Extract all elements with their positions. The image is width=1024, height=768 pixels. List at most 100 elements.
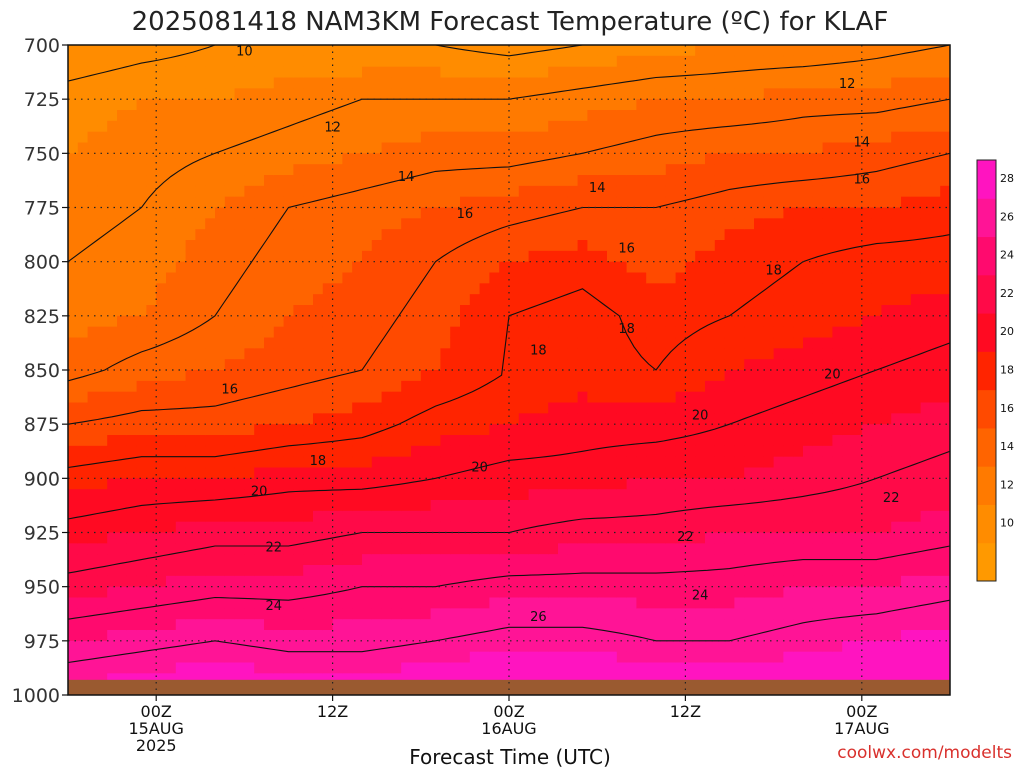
temperature-cell bbox=[195, 261, 206, 274]
temperature-cell bbox=[665, 575, 677, 588]
temperature-cell bbox=[763, 99, 775, 111]
temperature-cell bbox=[303, 185, 314, 198]
temperature-cell bbox=[538, 175, 549, 187]
temperature-cell bbox=[646, 597, 657, 609]
temperature-cell bbox=[754, 153, 765, 165]
temperature-cell bbox=[577, 175, 588, 187]
temperature-cell bbox=[156, 489, 167, 501]
temperature-cell bbox=[322, 651, 334, 664]
temperature-cell bbox=[97, 110, 108, 122]
temperature-cell bbox=[773, 489, 784, 501]
temperature-cell bbox=[548, 521, 559, 534]
temperature-cell bbox=[822, 370, 833, 382]
temperature-cell bbox=[607, 88, 618, 100]
temperature-cell bbox=[754, 597, 765, 609]
temperature-cell bbox=[87, 565, 98, 577]
temperature-cell bbox=[803, 608, 814, 620]
temperature-cell bbox=[283, 110, 294, 122]
temperature-cell bbox=[499, 619, 510, 631]
temperature-cell bbox=[215, 294, 226, 306]
temperature-cell bbox=[587, 131, 598, 144]
temperature-cell bbox=[675, 380, 686, 393]
temperature-cell bbox=[322, 619, 334, 631]
temperature-cell bbox=[254, 120, 265, 133]
temperature-cell bbox=[538, 456, 549, 469]
temperature-cell bbox=[597, 640, 608, 653]
temperature-cell bbox=[724, 294, 735, 306]
temperature-cell bbox=[371, 196, 383, 209]
temperature-cell bbox=[391, 478, 402, 490]
temperature-cell bbox=[567, 543, 579, 555]
temperature-cell bbox=[136, 315, 147, 328]
temperature-cell bbox=[607, 272, 618, 284]
temperature-cell bbox=[156, 456, 167, 469]
temperature-cell bbox=[440, 391, 451, 404]
temperature-cell bbox=[607, 424, 618, 436]
temperature-cell bbox=[518, 164, 530, 176]
temperature-cell bbox=[224, 337, 236, 349]
temperature-cell bbox=[812, 164, 824, 176]
temperature-cell bbox=[714, 673, 726, 685]
temperature-cell bbox=[754, 640, 765, 653]
temperature-cell bbox=[440, 164, 451, 176]
temperature-cell bbox=[352, 77, 363, 89]
temperature-cell bbox=[587, 153, 598, 165]
temperature-cell bbox=[175, 662, 187, 674]
temperature-cell bbox=[264, 294, 275, 306]
temperature-cell bbox=[783, 608, 794, 620]
temperature-cell bbox=[77, 272, 89, 284]
temperature-cell bbox=[597, 229, 608, 241]
temperature-cell bbox=[254, 597, 265, 609]
temperature-cell bbox=[381, 435, 392, 447]
temperature-cell bbox=[107, 218, 118, 230]
temperature-cell bbox=[313, 88, 324, 100]
temperature-cell bbox=[273, 77, 285, 89]
temperature-cell bbox=[234, 435, 245, 447]
temperature-cell bbox=[744, 608, 755, 620]
temperature-cell bbox=[303, 88, 314, 100]
temperature-cell bbox=[832, 218, 843, 230]
temperature-cell bbox=[842, 510, 853, 523]
temperature-cell bbox=[450, 500, 461, 512]
temperature-cell bbox=[558, 619, 569, 631]
temperature-cell bbox=[597, 110, 608, 122]
temperature-cell bbox=[695, 326, 706, 339]
temperature-cell bbox=[793, 467, 804, 479]
temperature-cell bbox=[77, 261, 89, 274]
temperature-cell bbox=[273, 445, 285, 458]
temperature-cell bbox=[509, 348, 520, 360]
temperature-cell bbox=[371, 305, 383, 317]
temperature-cell bbox=[616, 77, 628, 89]
temperature-cell bbox=[136, 510, 147, 523]
temperature-cell bbox=[636, 120, 647, 133]
temperature-cell bbox=[763, 565, 775, 577]
temperature-cell bbox=[146, 640, 157, 653]
temperature-cell bbox=[685, 359, 696, 371]
temperature-cell bbox=[871, 391, 882, 404]
temperature-cell bbox=[861, 359, 873, 371]
temperature-cell bbox=[126, 99, 138, 111]
temperature-cell bbox=[763, 196, 775, 209]
temperature-cell bbox=[313, 348, 324, 360]
temperature-cell bbox=[283, 326, 294, 339]
temperature-cell bbox=[675, 489, 686, 501]
temperature-cell bbox=[665, 640, 677, 653]
temperature-cell bbox=[479, 164, 490, 176]
temperature-cell bbox=[420, 521, 432, 534]
temperature-cell bbox=[430, 500, 441, 512]
temperature-cell bbox=[685, 250, 696, 263]
temperature-cell bbox=[313, 45, 324, 57]
temperature-cell bbox=[714, 510, 726, 523]
temperature-cell bbox=[812, 456, 824, 469]
temperature-cell bbox=[734, 640, 745, 653]
temperature-cell bbox=[303, 359, 314, 371]
temperature-cell bbox=[97, 435, 108, 447]
temperature-cell bbox=[420, 55, 432, 68]
temperature-cell bbox=[126, 348, 138, 360]
temperature-cell bbox=[166, 630, 177, 642]
temperature-cell bbox=[597, 305, 608, 317]
temperature-cell bbox=[97, 55, 108, 68]
temperature-cell bbox=[803, 55, 814, 68]
temperature-cell bbox=[332, 489, 343, 501]
temperature-cell bbox=[803, 424, 814, 436]
